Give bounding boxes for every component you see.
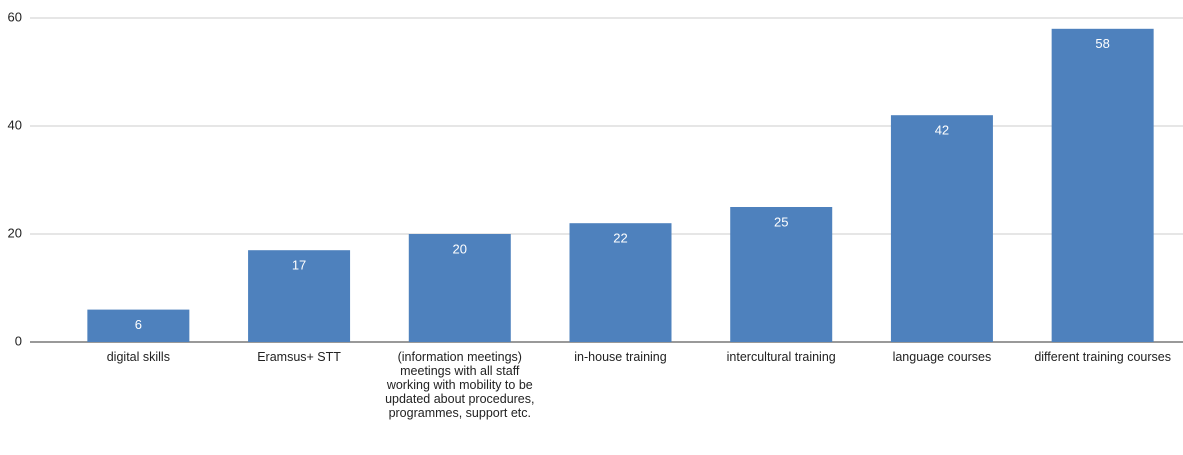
y-tick-label: 60 [8,9,22,24]
value-label: 20 [453,241,467,256]
value-label: 42 [935,123,949,138]
x-tick-label: language courses [892,350,992,364]
value-label: 6 [135,317,142,332]
y-tick-label: 20 [8,225,22,240]
bar [248,250,351,342]
y-tick-label: 40 [8,117,22,132]
x-tick-label: different training courses [1034,350,1171,364]
bar [87,309,190,342]
bar [408,234,511,342]
bar [1051,28,1154,343]
x-tick-label: in-house training [574,350,667,364]
bar [890,115,993,342]
x-tick-label: Eramsus+ STT [257,350,341,364]
y-tick-label: 0 [15,333,22,348]
value-label: 17 [292,258,306,273]
value-label: 58 [1095,36,1109,51]
value-label: 25 [774,214,788,229]
x-tick-label: (information meetings) meetings with all… [385,350,535,420]
bar [569,223,672,342]
bar [730,207,833,342]
x-tick-label: digital skills [106,350,170,364]
x-tick-label: intercultural training [726,350,836,364]
value-label: 22 [613,231,627,246]
